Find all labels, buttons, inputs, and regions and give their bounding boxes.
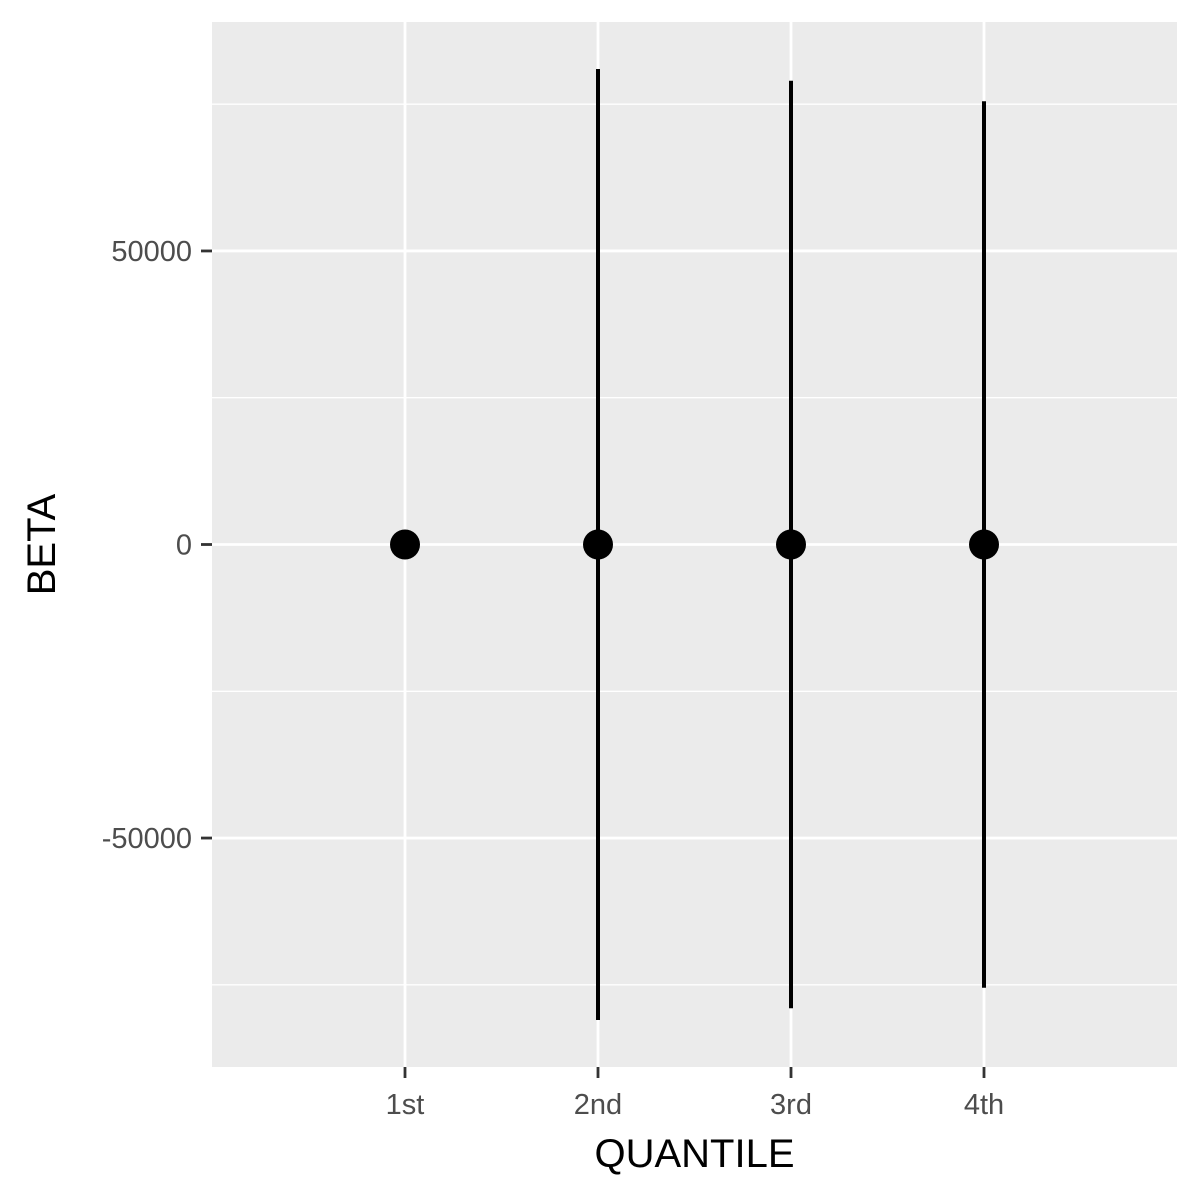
- x-tick-label: 1st: [386, 1089, 425, 1121]
- point-1st: [390, 529, 420, 560]
- y-tick-label: 0: [176, 530, 192, 562]
- x-tick-label: 4th: [964, 1089, 1004, 1121]
- x-tick-label: 3rd: [770, 1089, 812, 1121]
- y-axis: -50000 0 50000: [102, 236, 212, 855]
- x-tick-label: 2nd: [574, 1089, 622, 1121]
- y-tick-label: -50000: [102, 823, 192, 855]
- x-axis: 1st 2nd 3rd 4th: [386, 1067, 1004, 1121]
- point-4th: [969, 529, 999, 560]
- point-2nd: [583, 529, 613, 560]
- point-3rd: [776, 529, 806, 560]
- data-points: [390, 529, 999, 560]
- y-axis-title: BETA: [20, 493, 64, 595]
- minor-gridlines: [212, 103, 1177, 986]
- y-tick-label: 50000: [111, 236, 192, 268]
- x-axis-title: QUANTILE: [594, 1132, 794, 1176]
